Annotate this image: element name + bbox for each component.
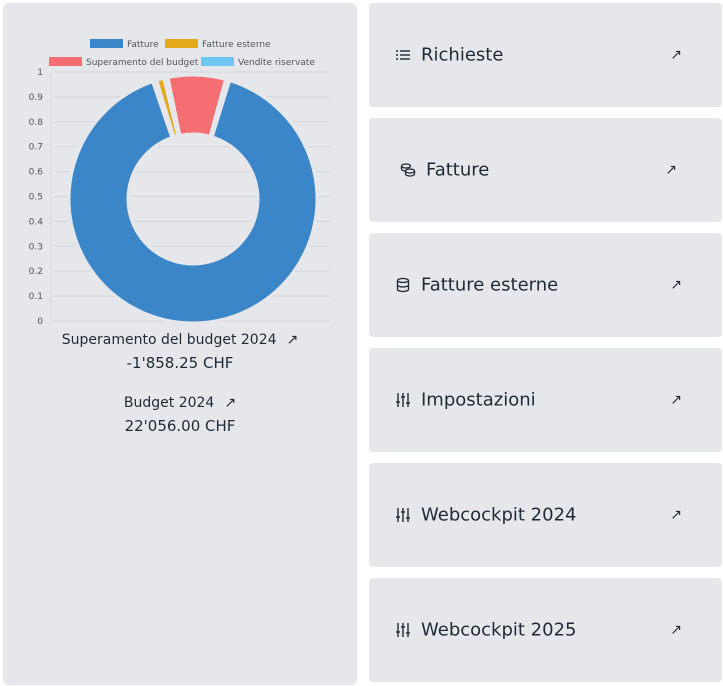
sliders-icon [396,623,410,637]
nav-label-fatture-esterne: Fatture esterne [421,274,559,296]
arrow-up-right-icon: ↗ [670,622,682,638]
arrow-up-right-icon: ↗ [670,392,682,408]
budget-value: 22'056.00 CHF [124,417,236,435]
y-tick-label: 0.1 [29,292,43,302]
nav-card-fatture[interactable]: Fatture ↗ [369,118,722,222]
nav-label-fatture: Fatture [426,159,490,181]
nav-card-webcockpit-2025[interactable]: Webcockpit 2025 ↗ [369,578,722,682]
budget-stat: Budget 2024 ↗ 22'056.00 CHF [3,395,357,435]
legend-swatch [165,39,198,48]
nav-label-impostazioni: Impostazioni [421,389,536,411]
budget-chart-card: 1 0.9 0.8 0.7 0.6 0.5 0.4 0.3 0.2 0.1 0 Fatture Fatt… [3,3,357,685]
nav-card-webcockpit-2024[interactable]: Webcockpit 2024 ↗ [369,463,722,567]
budget-label: Budget 2024 [123,395,215,411]
arrow-up-right-icon: ↗ [665,162,677,178]
budget-doughnut-chart: 1 0.9 0.8 0.7 0.6 0.5 0.4 0.3 0.2 0.1 0 Fatture Fatt… [29,39,329,327]
legend-swatch [201,57,234,66]
nav-card-fatture-esterne[interactable]: Fatture esterne ↗ [369,233,722,337]
legend-label: Vendite riservate [238,58,315,68]
doughnut-slice [166,73,228,139]
overrun-label: Superamento del budget 2024 [61,332,277,348]
legend-label: Fatture esterne [202,40,271,50]
arrow-up-right-icon: ↗ [670,47,682,63]
y-tick-label: 0 [37,317,43,327]
database-icon [396,277,410,293]
y-tick-label: 0.3 [29,242,43,252]
legend-swatch [90,39,123,48]
legend-label: Fatture [127,40,159,50]
doughnut-slice [154,76,180,139]
overrun-stat: Superamento del budget 2024 ↗ -1'858.25 … [3,332,357,372]
coins-icon [400,163,416,177]
nav-label-webcockpit-2025: Webcockpit 2025 [421,619,577,641]
nav-label-webcockpit-2024: Webcockpit 2024 [421,504,577,526]
nav-card-richieste[interactable]: Richieste ↗ [369,3,722,107]
nav-label-richieste: Richieste [421,44,504,66]
sliders-icon [396,508,410,522]
list-icon [396,50,410,60]
legend-label: Superamento del budget [86,58,199,68]
arrow-up-right-icon: ↗ [670,277,682,293]
overrun-value: -1'858.25 CHF [126,354,234,372]
y-tick-label: 0.4 [29,217,44,227]
y-tick-label: 0.6 [29,168,44,178]
overrun-link-arrow-icon[interactable]: ↗ [286,332,299,348]
budget-link-arrow-icon[interactable]: ↗ [224,395,237,411]
y-tick-label: 0.7 [29,143,43,153]
sliders-icon [396,393,410,407]
y-tick-label: 0.2 [29,267,43,277]
y-tick-label: 0.9 [29,93,44,103]
arrow-up-right-icon: ↗ [670,507,682,523]
nav-card-impostazioni[interactable]: Impostazioni ↗ [369,348,722,452]
y-tick-label: 0.8 [29,118,44,128]
legend-swatch [49,57,82,66]
y-tick-label: 1 [37,68,43,78]
doughnut-slice [67,78,319,325]
y-tick-label: 0.5 [29,193,43,203]
